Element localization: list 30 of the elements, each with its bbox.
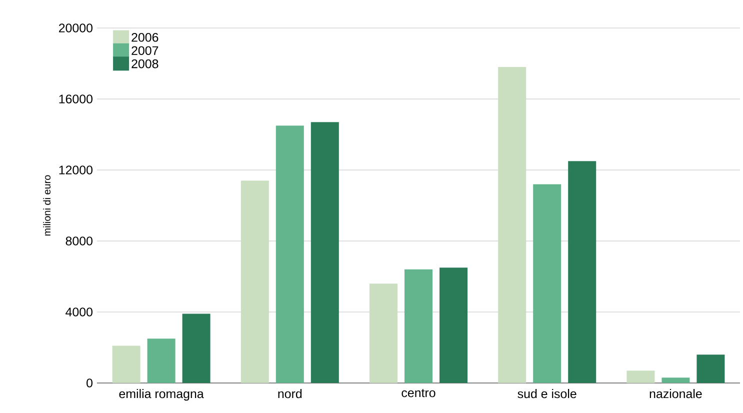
- bar: [498, 67, 526, 383]
- bar: [662, 378, 690, 383]
- bar: [147, 338, 176, 383]
- bar: [240, 180, 269, 383]
- y-tick-label: 0: [86, 378, 92, 388]
- bar: [276, 126, 304, 383]
- legend-label: 2006: [132, 32, 158, 42]
- y-tick-label: 8000: [66, 236, 92, 246]
- bar: [404, 269, 433, 383]
- x-tick-label: centro: [402, 389, 436, 398]
- y-tick-label: 4000: [66, 308, 92, 316]
- bar: [696, 354, 725, 383]
- x-tick-label: nord: [278, 389, 302, 398]
- bar: [112, 346, 140, 383]
- bar: [568, 161, 596, 383]
- bar: [182, 314, 210, 383]
- bar: [533, 184, 562, 383]
- bar: [310, 122, 339, 383]
- y-axis-title: milioni di euro: [43, 175, 51, 236]
- y-tick-label: 20000: [58, 24, 92, 32]
- bar: [626, 370, 655, 383]
- bar: [440, 268, 468, 383]
- x-tick-label: nazionale: [650, 389, 702, 398]
- bar: [370, 284, 398, 383]
- legend-label: 2008: [132, 59, 158, 68]
- y-tick-label: 12000: [59, 166, 92, 174]
- x-tick-label: emilia romagna: [119, 389, 204, 401]
- x-tick-label: sud e isole: [518, 389, 576, 398]
- y-tick-label: 16000: [59, 94, 92, 104]
- legend-label: 2007: [132, 46, 158, 56]
